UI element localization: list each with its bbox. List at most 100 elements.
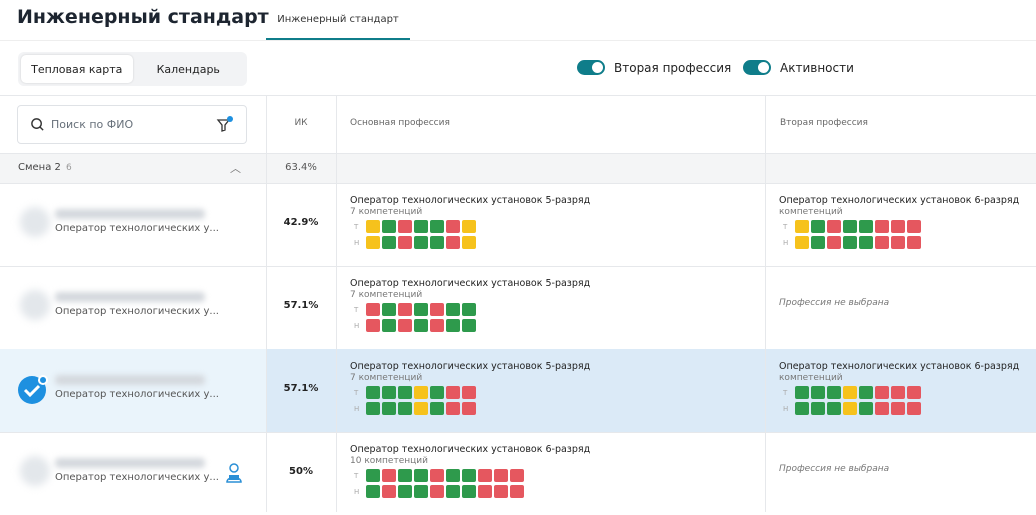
competency-cell[interactable]: [446, 303, 460, 316]
competency-cell[interactable]: [462, 485, 476, 498]
competency-cell[interactable]: [510, 485, 524, 498]
competency-cell[interactable]: [510, 469, 524, 482]
competency-cell[interactable]: [382, 402, 396, 415]
competency-cell[interactable]: [398, 236, 412, 249]
table-row[interactable]: Оператор технологических у... 57.1% Опера…: [0, 266, 1036, 349]
competency-cell[interactable]: [907, 236, 921, 249]
competency-cell[interactable]: [430, 402, 444, 415]
employee-cell[interactable]: Оператор технологических у...: [0, 349, 266, 432]
competency-cell[interactable]: [446, 386, 460, 399]
competency-cell[interactable]: [907, 386, 921, 399]
table-row[interactable]: Оператор технологических у... 42.9% Опера…: [0, 183, 1036, 266]
competency-cell[interactable]: [859, 386, 873, 399]
competency-cell[interactable]: [795, 236, 809, 249]
competency-cell[interactable]: [462, 386, 476, 399]
competency-cell[interactable]: [875, 236, 889, 249]
competency-cell[interactable]: [430, 386, 444, 399]
competency-cell[interactable]: [382, 319, 396, 332]
competency-cell[interactable]: [843, 386, 857, 399]
competency-cell[interactable]: [462, 319, 476, 332]
competency-cell[interactable]: [430, 485, 444, 498]
search-input[interactable]: Поиск по ФИО: [17, 105, 247, 144]
competency-cell[interactable]: [398, 386, 412, 399]
competency-cell[interactable]: [414, 469, 428, 482]
competency-cell[interactable]: [891, 402, 905, 415]
competency-cell[interactable]: [382, 469, 396, 482]
competency-cell[interactable]: [414, 485, 428, 498]
competency-cell[interactable]: [446, 236, 460, 249]
competency-cell[interactable]: [859, 220, 873, 233]
competency-cell[interactable]: [446, 220, 460, 233]
competency-cell[interactable]: [843, 402, 857, 415]
competency-cell[interactable]: [891, 386, 905, 399]
competency-cell[interactable]: [446, 402, 460, 415]
competency-cell[interactable]: [811, 386, 825, 399]
competency-cell[interactable]: [462, 469, 476, 482]
competency-cell[interactable]: [843, 236, 857, 249]
competency-cell[interactable]: [462, 303, 476, 316]
competency-cell[interactable]: [446, 319, 460, 332]
competency-cell[interactable]: [366, 402, 380, 415]
table-row[interactable]: Оператор технологических у... 57.1% Опера…: [0, 349, 1036, 432]
competency-cell[interactable]: [462, 220, 476, 233]
competency-cell[interactable]: [478, 469, 492, 482]
employee-cell[interactable]: Оператор технологических у...: [0, 432, 266, 515]
competency-cell[interactable]: [446, 485, 460, 498]
second-profession-toggle[interactable]: Вторая профессия: [577, 60, 731, 75]
competency-cell[interactable]: [446, 469, 460, 482]
competency-cell[interactable]: [478, 485, 492, 498]
competency-cell[interactable]: [430, 236, 444, 249]
competency-cell[interactable]: [366, 485, 380, 498]
employee-cell[interactable]: Оператор технологических у...: [0, 183, 266, 266]
competency-cell[interactable]: [811, 220, 825, 233]
competency-cell[interactable]: [414, 236, 428, 249]
calendar-view-button[interactable]: Календарь: [156, 62, 220, 76]
competency-cell[interactable]: [907, 220, 921, 233]
competency-cell[interactable]: [875, 402, 889, 415]
competency-cell[interactable]: [430, 469, 444, 482]
competency-cell[interactable]: [875, 220, 889, 233]
competency-cell[interactable]: [398, 469, 412, 482]
competency-cell[interactable]: [891, 236, 905, 249]
filter-icon[interactable]: [216, 115, 234, 134]
competency-cell[interactable]: [462, 236, 476, 249]
competency-cell[interactable]: [462, 402, 476, 415]
competency-cell[interactable]: [859, 236, 873, 249]
competency-cell[interactable]: [875, 386, 889, 399]
competency-cell[interactable]: [795, 386, 809, 399]
competency-cell[interactable]: [795, 220, 809, 233]
toggle-switch[interactable]: [577, 60, 605, 75]
selected-check-icon[interactable]: [17, 373, 49, 405]
competency-cell[interactable]: [398, 402, 412, 415]
table-row[interactable]: Оператор технологических у... 50% Операто…: [0, 432, 1036, 515]
chevron-up-icon[interactable]: ︿: [230, 162, 241, 175]
competency-cell[interactable]: [430, 220, 444, 233]
competency-cell[interactable]: [827, 236, 841, 249]
competency-cell[interactable]: [907, 402, 921, 415]
mentor-icon[interactable]: [224, 462, 244, 484]
activities-toggle[interactable]: Активности: [743, 60, 854, 75]
competency-cell[interactable]: [827, 402, 841, 415]
competency-cell[interactable]: [795, 402, 809, 415]
competency-cell[interactable]: [382, 236, 396, 249]
toggle-switch[interactable]: [743, 60, 771, 75]
competency-cell[interactable]: [827, 220, 841, 233]
heatmap-view-button[interactable]: Тепловая карта: [21, 55, 133, 83]
competency-cell[interactable]: [494, 485, 508, 498]
competency-cell[interactable]: [382, 220, 396, 233]
competency-cell[interactable]: [414, 319, 428, 332]
competency-cell[interactable]: [366, 386, 380, 399]
competency-cell[interactable]: [382, 303, 396, 316]
tab-engineering-standard[interactable]: Инженерный стандарт: [266, 0, 410, 40]
competency-cell[interactable]: [430, 303, 444, 316]
competency-cell[interactable]: [366, 319, 380, 332]
competency-cell[interactable]: [382, 386, 396, 399]
group-row[interactable]: Смена 2 6 ︿ 63.4%: [0, 153, 1036, 183]
competency-cell[interactable]: [398, 220, 412, 233]
competency-cell[interactable]: [414, 303, 428, 316]
competency-cell[interactable]: [827, 386, 841, 399]
competency-cell[interactable]: [414, 386, 428, 399]
competency-cell[interactable]: [891, 220, 905, 233]
competency-cell[interactable]: [366, 303, 380, 316]
competency-cell[interactable]: [811, 236, 825, 249]
